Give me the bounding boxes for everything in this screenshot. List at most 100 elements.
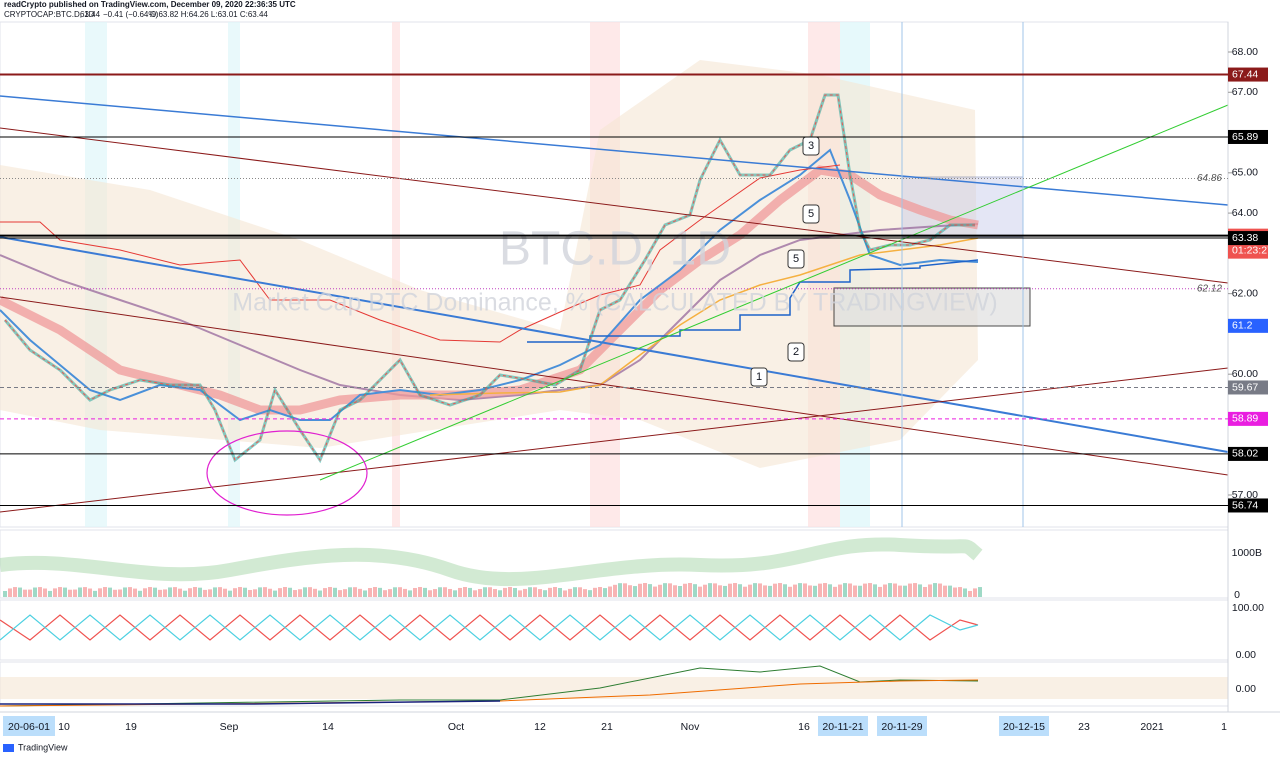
volume-bar	[638, 583, 642, 597]
price-tag	[1228, 231, 1268, 246]
volume-bar	[393, 587, 397, 597]
volume-bar	[748, 584, 752, 597]
wave-label: 2	[793, 346, 799, 358]
volume-bar	[228, 590, 232, 597]
volume-bar	[88, 588, 92, 597]
price-tag	[1228, 67, 1268, 82]
volume-bar	[528, 587, 532, 597]
volume-bar	[328, 587, 332, 597]
range-box	[833, 287, 1031, 327]
volume-bar	[678, 586, 682, 597]
volume-bar	[348, 587, 352, 597]
volume-bar	[863, 583, 867, 597]
volume-bar	[433, 589, 437, 597]
volume-bar	[73, 589, 77, 597]
volume-bar	[193, 587, 197, 597]
time-label: 20-11-29	[881, 721, 922, 733]
volume-bar	[763, 585, 767, 597]
volume-bar	[343, 589, 347, 597]
volume-bar	[848, 583, 852, 597]
time-highlight	[877, 716, 927, 736]
wave-label: 5	[793, 253, 799, 265]
volume-bar	[793, 584, 797, 597]
volume-bar	[948, 585, 952, 597]
wave-label: 1	[756, 371, 762, 383]
volume-bar	[398, 587, 402, 597]
volume-bar	[263, 587, 267, 597]
volume-bar	[608, 586, 612, 597]
publisher: readCrypto published on TradingView.com,…	[4, 0, 296, 9]
volume-bar	[183, 590, 187, 597]
volume-bar	[668, 583, 672, 597]
volume-bar	[363, 590, 367, 597]
volume-bar	[438, 587, 442, 597]
volume-bar	[953, 587, 957, 597]
volume-bar	[723, 585, 727, 597]
time-axis: 20-06-01 10 19 Sep 14 Oct 12 21 Nov 16 2…	[0, 711, 1280, 736]
price-tag	[1228, 498, 1268, 513]
volume-bar	[923, 586, 927, 597]
volume-bar	[338, 590, 342, 597]
volume-bar	[818, 583, 822, 597]
volume-bar	[173, 587, 177, 597]
watermark-symbol: BTC.D, 1D	[499, 223, 731, 276]
y-tick-label: 64.00	[1232, 207, 1258, 219]
time-label: 10	[58, 721, 70, 733]
volume-bar	[133, 588, 137, 597]
volume-bar	[593, 587, 597, 597]
countdown: 01:23:27	[1232, 244, 1273, 256]
price-tag-label: 65.89	[1232, 131, 1258, 143]
volume-bar	[98, 588, 102, 597]
volume-bar	[28, 589, 32, 597]
time-label: 20-11-21	[822, 721, 863, 733]
watermark-description: Market Cap BTC Dominance, % (CALCULATED …	[232, 289, 997, 317]
volume-bar	[913, 583, 917, 597]
y-tick-label: 60.00	[1232, 368, 1258, 380]
ma-line	[429, 237, 979, 396]
volume-bar	[368, 588, 372, 597]
wave-box	[787, 249, 805, 269]
osc-line	[0, 614, 979, 641]
volume-bar	[83, 587, 87, 597]
wave-box	[802, 204, 820, 224]
volume-bar	[558, 588, 562, 597]
volume-bar	[378, 587, 382, 597]
volume-bar	[498, 590, 502, 597]
volume-bar	[243, 587, 247, 597]
volume-bar	[253, 589, 257, 597]
volume-bar	[788, 586, 792, 597]
volume-bar	[838, 584, 842, 597]
volume-bar	[918, 584, 922, 597]
volume-bar	[963, 588, 967, 597]
price-tag-label: 63.38	[1232, 232, 1258, 244]
volume-bar	[568, 588, 572, 597]
volume-bar	[33, 587, 37, 597]
volume-bar	[218, 587, 222, 597]
volume-bar	[943, 585, 947, 597]
volume-bar	[973, 588, 977, 597]
volume-bar	[928, 584, 932, 597]
volume-bar	[533, 587, 537, 597]
volume-bar	[68, 589, 72, 597]
volume-bar	[123, 587, 127, 597]
volume-bar	[938, 583, 942, 597]
volume-bar	[578, 587, 582, 597]
volume-bar	[753, 583, 757, 597]
time-label: 2021	[1140, 721, 1164, 733]
price-axis: 68.00 67.00 65.00 64.00 62.00 60.00 57.00	[1227, 22, 1258, 712]
band	[0, 677, 1228, 699]
volume-bar	[178, 588, 182, 597]
indicator-panes	[0, 529, 1229, 707]
volume-bar	[273, 590, 277, 597]
volume-bar	[858, 585, 862, 597]
volume-bar	[463, 587, 467, 597]
volume-bar	[103, 587, 107, 597]
volume-bar	[18, 587, 22, 597]
volume-bar	[208, 589, 212, 597]
pane-tick-label: 0.00	[1236, 683, 1257, 695]
time-label: 16	[798, 721, 810, 733]
price-tag-label: 59.67	[1232, 381, 1258, 393]
volume-bar	[63, 587, 67, 597]
time-label: Nov	[681, 721, 700, 733]
volume-bar	[473, 590, 477, 597]
